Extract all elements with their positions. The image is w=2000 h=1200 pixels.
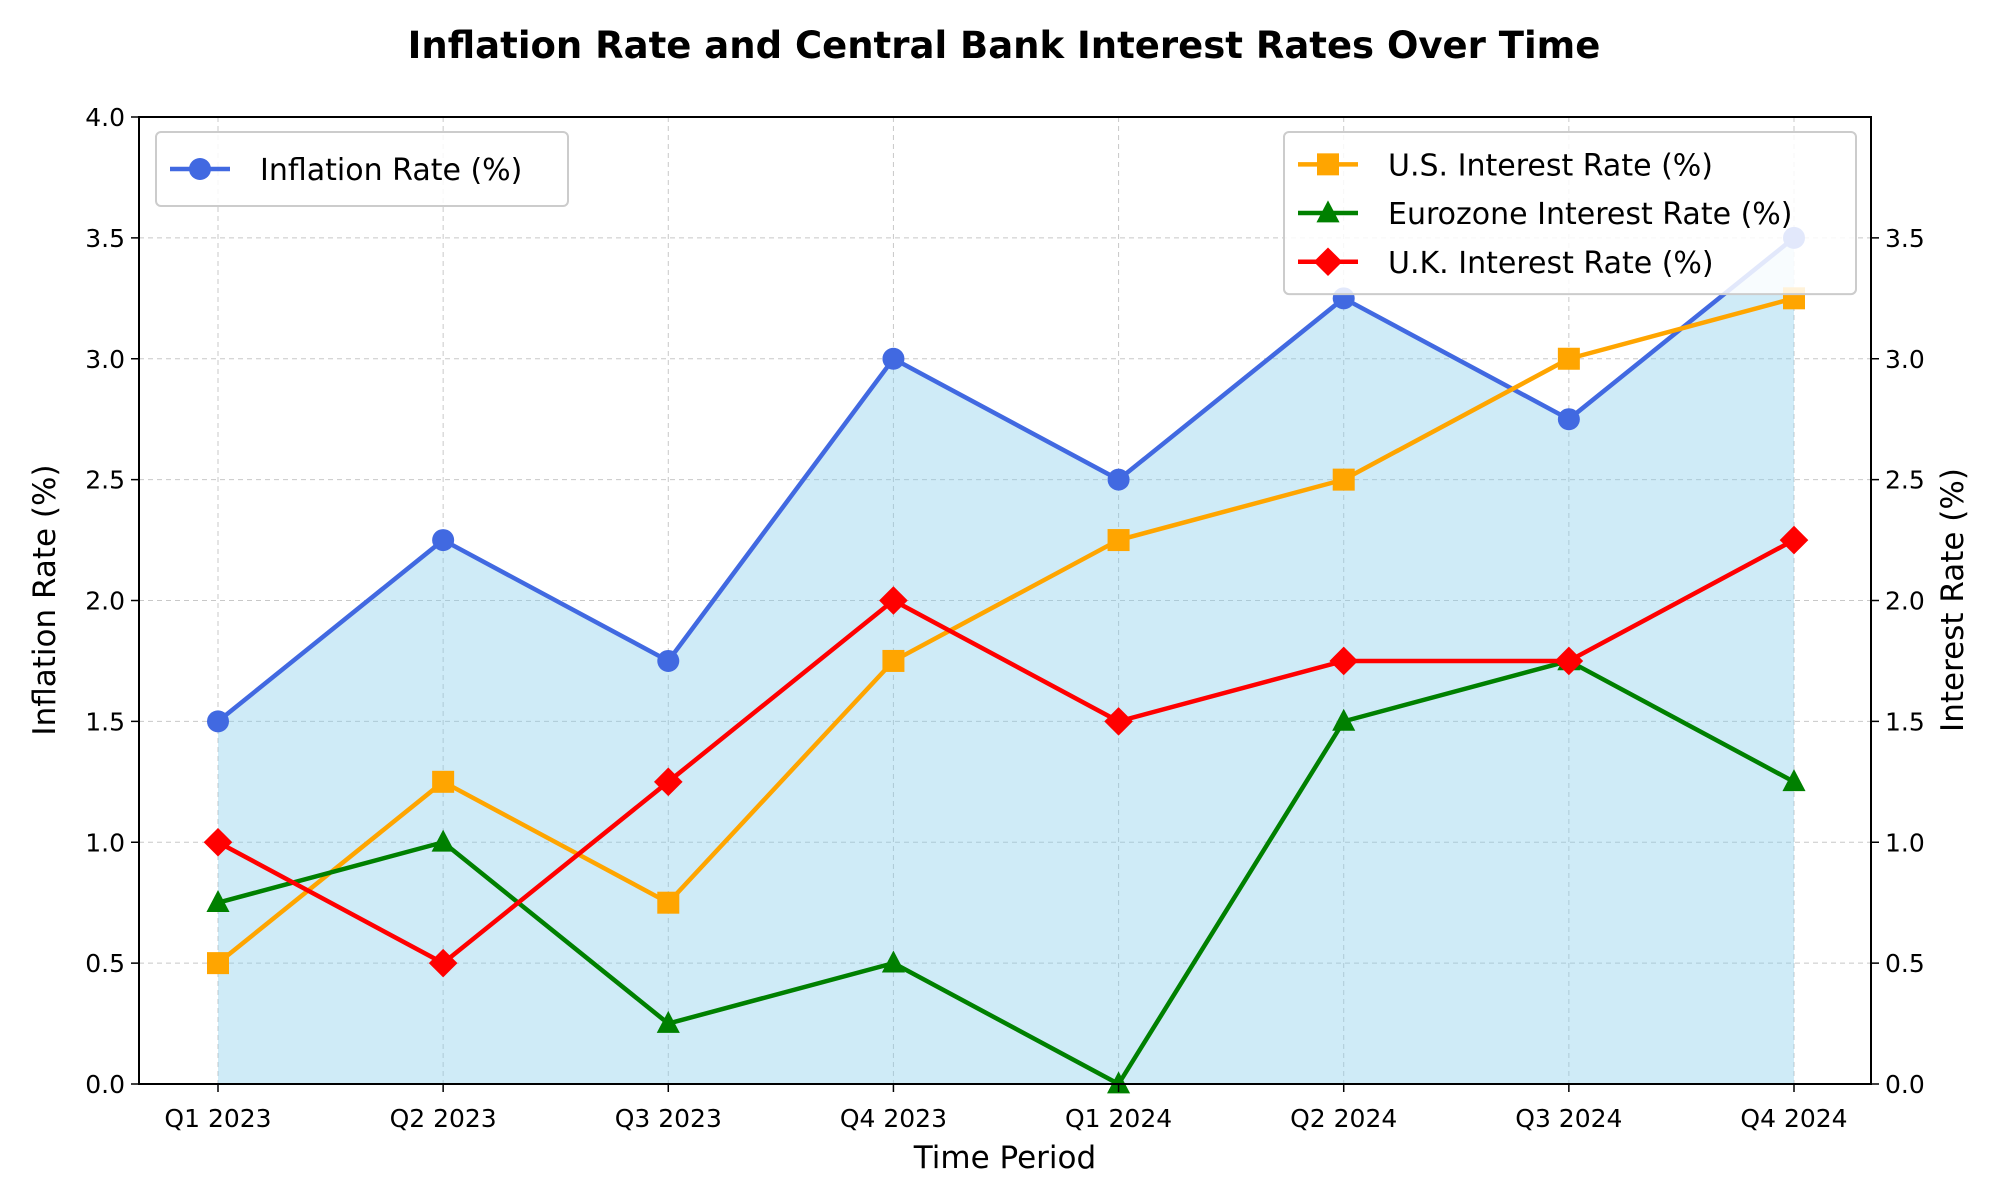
legend-entry-u-s-interest-rate: U.S. Interest Rate (%) bbox=[1298, 148, 1713, 183]
x-tick-label: Q2 2024 bbox=[1290, 1104, 1397, 1133]
y2-tick-label: 0.0 bbox=[1885, 1070, 1925, 1099]
y-tick-label: 4.0 bbox=[85, 103, 125, 132]
legend-box bbox=[1283, 131, 1857, 296]
y-axis-label: Inflation Rate (%) bbox=[27, 464, 63, 735]
data-point bbox=[1107, 529, 1130, 552]
x-axis: Q1 2023 Q2 2023 Q3 2023 Q4 2023 Q1 2024 Q2 20… bbox=[164, 1084, 1848, 1133]
data-point bbox=[1557, 408, 1580, 431]
data-point bbox=[653, 767, 683, 797]
data-point bbox=[1107, 1071, 1131, 1094]
data-point bbox=[1554, 646, 1584, 676]
y-tick-label: 0.0 bbox=[85, 1070, 125, 1099]
y-tick-label: 1.0 bbox=[85, 828, 125, 857]
data-point bbox=[657, 649, 680, 672]
data-point bbox=[1332, 468, 1355, 491]
y-tick-label: 0.5 bbox=[85, 949, 125, 978]
y-tick-label: 1.5 bbox=[85, 707, 125, 736]
legend-marker bbox=[189, 158, 211, 180]
y-tick-label: 2.5 bbox=[85, 466, 125, 495]
series-line bbox=[217, 658, 1796, 1087]
legend-label: Eurozone Interest Rate (%) bbox=[1388, 197, 1793, 232]
data-point bbox=[1557, 347, 1580, 370]
y2-tick-label: 3.0 bbox=[1885, 345, 1925, 374]
legend-entry-inflation-rate: Inflation Rate (%) bbox=[170, 153, 522, 188]
data-point bbox=[207, 952, 229, 975]
legend-marker bbox=[1317, 153, 1339, 176]
data-point bbox=[432, 529, 455, 552]
data-point bbox=[207, 710, 229, 733]
x-tick-label: Q2 2023 bbox=[390, 1104, 497, 1133]
series-line bbox=[216, 236, 1796, 724]
legend-right: U.S. Interest Rate (%) Eurozone Interest … bbox=[1283, 131, 1857, 296]
data-point bbox=[879, 586, 908, 615]
x-tick-label: Q3 2024 bbox=[1515, 1104, 1622, 1133]
x-tick-label: Q1 2024 bbox=[1065, 1104, 1172, 1133]
legend-marker bbox=[1316, 200, 1340, 223]
y2-tick-label: 2.5 bbox=[1885, 466, 1925, 495]
legend-entry-u-k-interest-rate: U.K. Interest Rate (%) bbox=[1298, 246, 1714, 281]
legend-entry-eurozone-interest-rate: Eurozone Interest Rate (%) bbox=[1298, 197, 1793, 232]
y2-tick-label: 1.5 bbox=[1885, 707, 1925, 736]
y2-tick-label: 2.0 bbox=[1885, 587, 1925, 616]
data-point bbox=[203, 827, 233, 857]
legend-label: Inflation Rate (%) bbox=[260, 153, 522, 188]
data-point bbox=[1779, 525, 1809, 555]
y-axis-right: 0.0 0.5 1.0 1.5 2.0 2.5 3.0 3.5 bbox=[1871, 224, 1925, 1099]
data-point bbox=[432, 770, 455, 793]
data-point bbox=[656, 1010, 680, 1033]
data-point bbox=[657, 891, 680, 914]
legend-box bbox=[155, 131, 569, 207]
data-point bbox=[206, 890, 230, 913]
legend-label: U.S. Interest Rate (%) bbox=[1388, 148, 1713, 183]
x-tick-label: Q4 2023 bbox=[840, 1104, 947, 1133]
data-point bbox=[1107, 468, 1130, 491]
series-inflation-rate bbox=[207, 226, 1805, 733]
data-point bbox=[1782, 769, 1806, 792]
data-point bbox=[882, 347, 905, 370]
series-u-k-interest-rate bbox=[203, 525, 1809, 978]
x-tick-label: Q1 2023 bbox=[164, 1104, 271, 1133]
series-line bbox=[216, 296, 1795, 965]
x-tick-label: Q4 2024 bbox=[1740, 1104, 1847, 1133]
y-tick-label: 2.0 bbox=[85, 587, 125, 616]
y2-tick-label: 3.5 bbox=[1885, 224, 1925, 253]
x-axis-label: Time Period bbox=[913, 1140, 1096, 1176]
y-tick-label: 3.0 bbox=[85, 345, 125, 374]
data-point bbox=[882, 649, 905, 672]
legend-left: Inflation Rate (%) bbox=[155, 131, 569, 207]
series-line bbox=[216, 538, 1796, 966]
series-u-s-interest-rate bbox=[207, 287, 1805, 975]
data-point bbox=[881, 950, 905, 973]
y-tick-label: 3.5 bbox=[85, 224, 125, 253]
data-point bbox=[1332, 708, 1356, 731]
series-layer bbox=[203, 226, 1809, 1094]
data-point bbox=[428, 948, 458, 978]
data-point bbox=[1104, 707, 1133, 736]
y-axis-left: 0.0 0.5 1.0 1.5 2.0 2.5 3.0 3.5 4.0 bbox=[85, 103, 139, 1099]
data-point bbox=[431, 829, 455, 852]
y2-axis-label: Interest Rate (%) bbox=[1935, 468, 1971, 732]
data-point bbox=[1329, 646, 1359, 676]
y2-tick-label: 0.5 bbox=[1885, 949, 1925, 978]
legend-marker bbox=[1313, 247, 1343, 277]
y2-tick-label: 1.0 bbox=[1885, 828, 1925, 857]
legend-label: U.K. Interest Rate (%) bbox=[1388, 246, 1714, 281]
x-tick-label: Q3 2023 bbox=[615, 1104, 722, 1133]
chart-title: Inflation Rate and Central Bank Interest… bbox=[408, 24, 1601, 67]
